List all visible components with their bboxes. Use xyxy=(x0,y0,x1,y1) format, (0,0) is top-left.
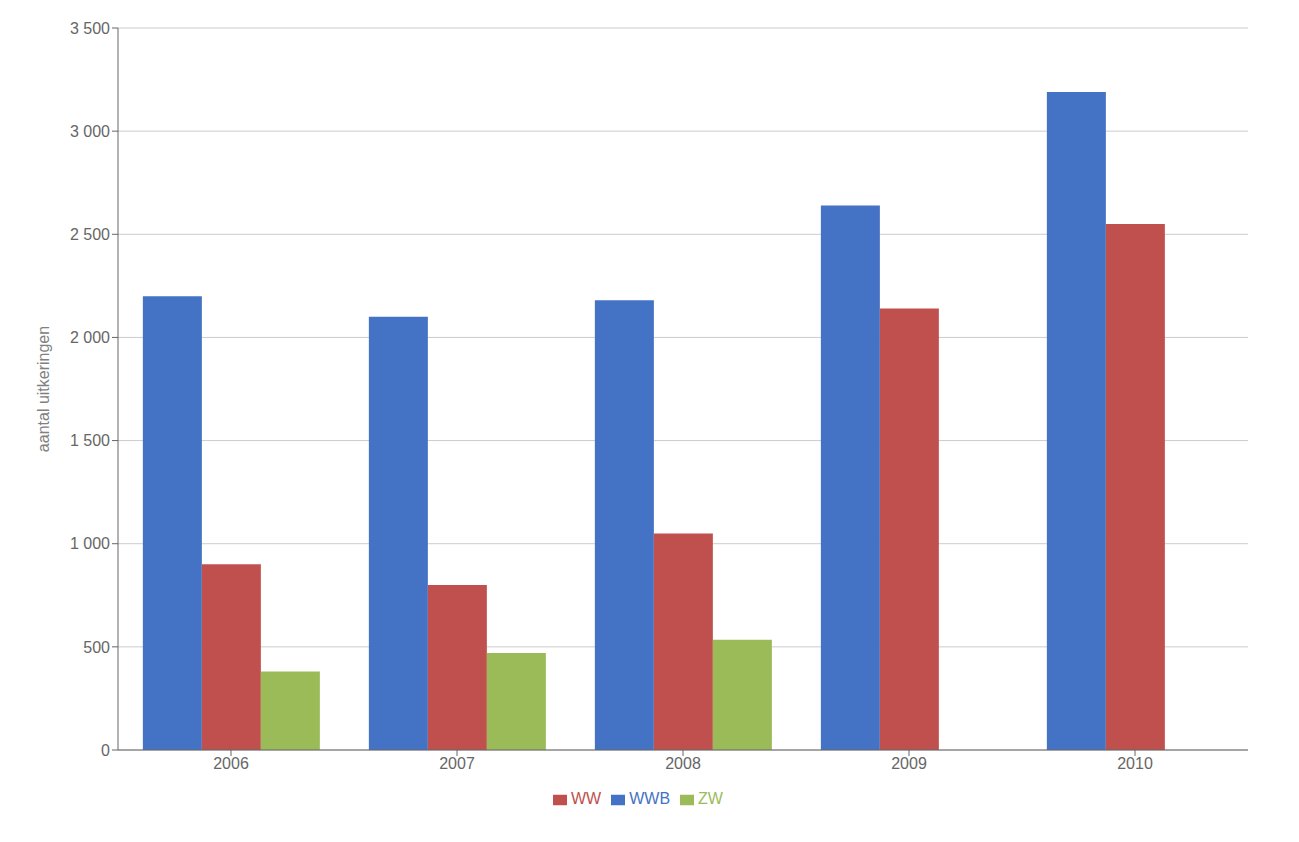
svg-text:2006: 2006 xyxy=(213,755,249,772)
html-text:WWB: WWB xyxy=(629,790,671,807)
svg-text:2010: 2010 xyxy=(1117,755,1153,772)
svg-text:1 500: 1 500 xyxy=(70,432,110,449)
html-text:WW: WW xyxy=(571,790,602,807)
svg-text:aantal uitkeringen: aantal uitkeringen xyxy=(35,326,52,452)
svg-text:2009: 2009 xyxy=(891,755,927,772)
svg-text:3 000: 3 000 xyxy=(70,123,110,140)
svg-text:0: 0 xyxy=(101,742,110,759)
svg-text:2 500: 2 500 xyxy=(70,226,110,243)
svg-text:2008: 2008 xyxy=(665,755,701,772)
svg-text:3 500: 3 500 xyxy=(70,20,110,37)
svg-text:500: 500 xyxy=(83,639,110,656)
svg-text:2007: 2007 xyxy=(439,755,475,772)
svg-text:2 000: 2 000 xyxy=(70,329,110,346)
svg-text:1 000: 1 000 xyxy=(70,535,110,552)
html-text:ZW: ZW xyxy=(698,790,723,807)
